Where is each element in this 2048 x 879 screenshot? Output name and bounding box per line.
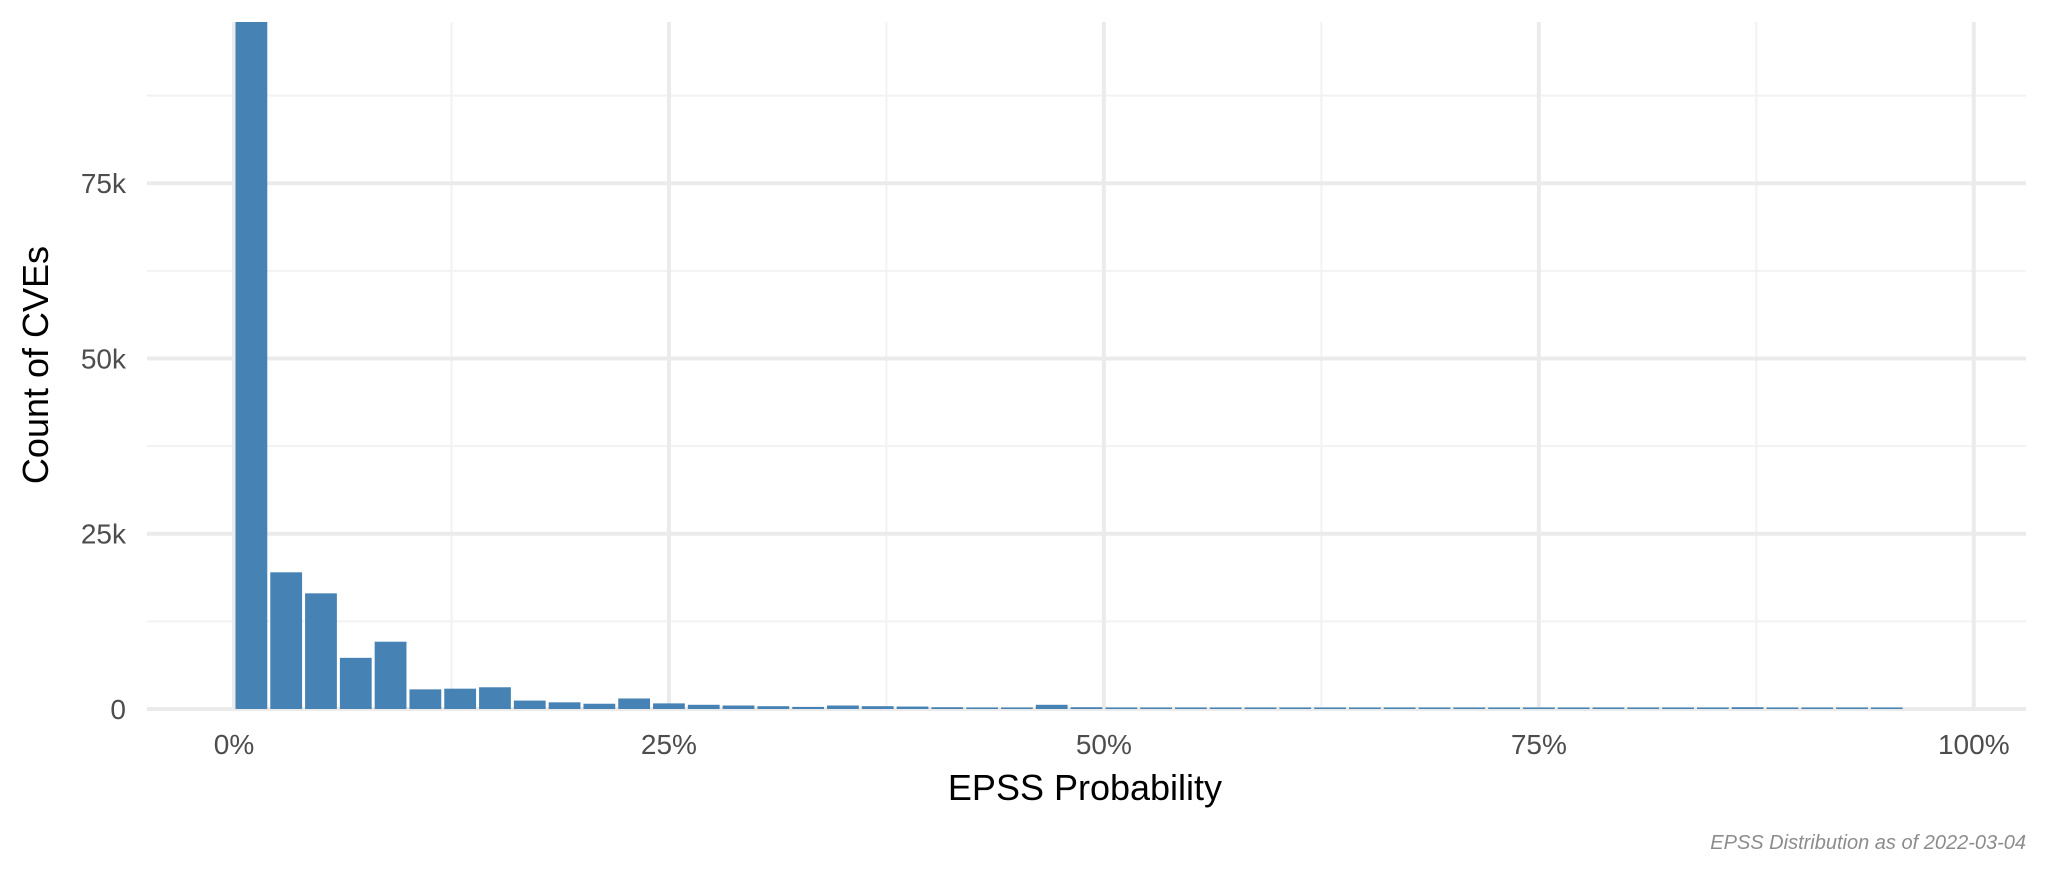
histogram-bar bbox=[1105, 707, 1138, 709]
histogram-bar bbox=[687, 704, 720, 709]
histogram-bar bbox=[1696, 707, 1729, 709]
histogram-bar bbox=[1557, 707, 1590, 709]
histogram-bar bbox=[1522, 707, 1555, 709]
histogram-bar bbox=[1801, 707, 1834, 709]
histogram-bar bbox=[479, 687, 511, 709]
chart-caption: EPSS Distribution as of 2022-03-04 bbox=[1710, 832, 2026, 854]
histogram-bar bbox=[653, 703, 685, 709]
histogram-bar bbox=[757, 706, 790, 709]
histogram-bar bbox=[1279, 707, 1312, 709]
minor-gridlines bbox=[147, 22, 2026, 709]
histogram-bar bbox=[235, 22, 268, 709]
x-axis-title: EPSS Probability bbox=[948, 767, 1222, 808]
histogram-bar bbox=[827, 705, 859, 709]
histogram-bar bbox=[896, 706, 929, 709]
histogram-bars bbox=[235, 22, 1903, 709]
x-axis-tick-labels: 0% 25% 50% 75% 100% bbox=[214, 729, 2010, 760]
y-tick-label: 0 bbox=[110, 694, 126, 725]
histogram-bar bbox=[1348, 707, 1381, 709]
histogram-bar bbox=[1140, 707, 1172, 709]
histogram-bar bbox=[1244, 707, 1277, 709]
major-gridlines bbox=[147, 22, 2026, 711]
histogram-bar bbox=[931, 707, 964, 709]
x-tick-label: 0% bbox=[214, 729, 254, 760]
histogram-bar bbox=[618, 698, 651, 709]
histogram-bar bbox=[1174, 707, 1207, 709]
histogram-bar bbox=[305, 593, 337, 709]
x-tick-label: 25% bbox=[641, 729, 697, 760]
histogram-bar bbox=[792, 706, 825, 709]
x-tick-label: 50% bbox=[1076, 729, 1132, 760]
y-axis-tick-labels: 0 25k 50k 75k bbox=[81, 168, 127, 725]
y-tick-label: 50k bbox=[81, 343, 127, 374]
y-tick-label: 75k bbox=[81, 168, 127, 199]
histogram-bar bbox=[1836, 707, 1868, 709]
histogram-bar bbox=[1870, 707, 1903, 709]
histogram-bar bbox=[861, 706, 894, 709]
histogram-bar bbox=[722, 705, 755, 709]
histogram-bar bbox=[1035, 704, 1068, 709]
histogram-bar bbox=[1418, 707, 1451, 709]
histogram-bar bbox=[1209, 707, 1242, 709]
y-tick-label: 25k bbox=[81, 519, 127, 550]
histogram-bar bbox=[270, 572, 303, 709]
histogram-bar bbox=[1731, 707, 1764, 709]
histogram-bar bbox=[513, 700, 546, 709]
y-axis-title: Count of CVEs bbox=[15, 246, 56, 484]
histogram-bar bbox=[444, 688, 477, 709]
histogram-bar bbox=[1314, 707, 1346, 709]
x-tick-label: 100% bbox=[1938, 729, 2010, 760]
histogram-bar bbox=[1453, 707, 1486, 709]
histogram-bar bbox=[966, 707, 999, 709]
histogram-bar bbox=[1383, 707, 1416, 709]
histogram-bar bbox=[583, 703, 616, 709]
x-tick-label: 75% bbox=[1511, 729, 1567, 760]
histogram-bar bbox=[409, 689, 442, 709]
histogram-bar bbox=[374, 641, 407, 709]
histogram-bar bbox=[1488, 707, 1520, 709]
histogram-bar bbox=[1070, 707, 1103, 709]
histogram-bar bbox=[1766, 707, 1799, 709]
histogram-bar bbox=[1627, 707, 1660, 709]
histogram-bar bbox=[1662, 707, 1694, 709]
histogram-bar bbox=[1001, 707, 1033, 709]
histogram-bar bbox=[1592, 707, 1625, 709]
histogram-bar bbox=[548, 702, 581, 709]
histogram-bar bbox=[339, 657, 372, 709]
